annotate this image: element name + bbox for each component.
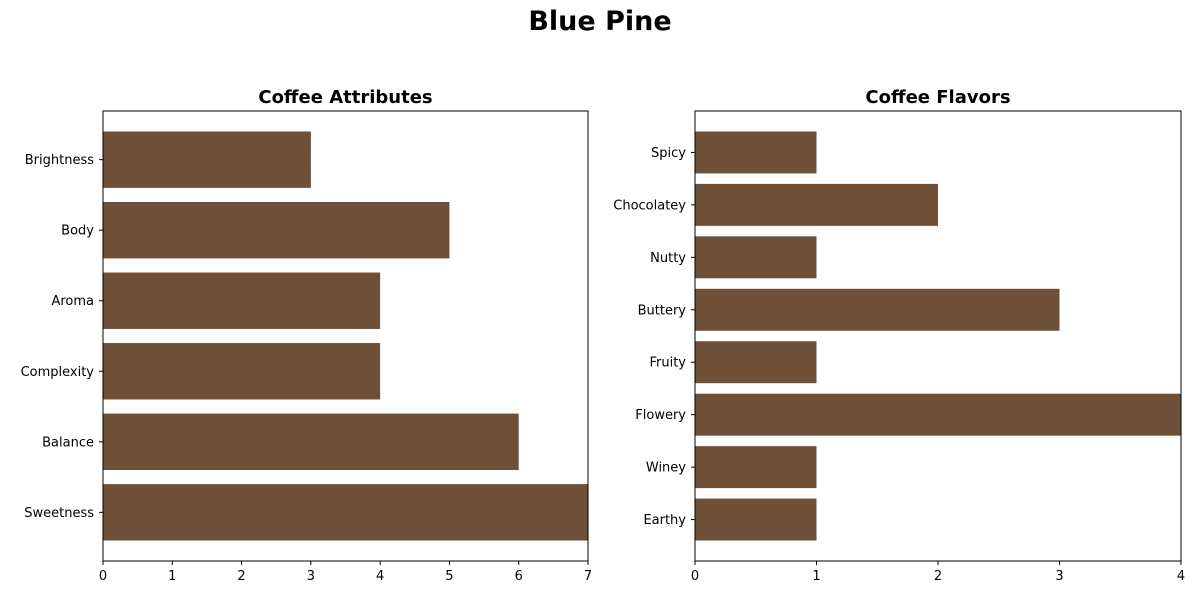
x-tick-label: 4 — [1177, 569, 1185, 584]
x-tick-label: 1 — [812, 569, 820, 584]
y-tick-label: Body — [61, 224, 94, 239]
bar-flowery — [695, 393, 1181, 436]
bar-winey — [695, 446, 817, 489]
x-tick-label: 4 — [376, 569, 384, 584]
bar-nutty — [695, 236, 817, 279]
chart-title: Coffee Attributes — [258, 87, 432, 108]
y-tick-label: Spicy — [651, 146, 686, 161]
y-tick-label: Brightness — [25, 153, 94, 168]
figure-title: Blue Pine — [528, 6, 672, 37]
y-tick-label: Earthy — [643, 513, 686, 528]
y-tick-label: Nutty — [650, 251, 686, 266]
x-tick-label: 6 — [515, 569, 523, 584]
y-tick-label: Buttery — [638, 303, 687, 318]
x-tick-label: 5 — [445, 569, 453, 584]
x-tick-label: 1 — [168, 569, 176, 584]
chart-title: Coffee Flavors — [865, 87, 1010, 108]
bar-buttery — [695, 288, 1060, 331]
bar-fruity — [695, 341, 817, 384]
y-tick-label: Fruity — [649, 356, 686, 371]
bar-brightness — [103, 131, 311, 188]
plot-frame — [694, 110, 1182, 562]
y-tick-label: Winey — [646, 461, 686, 476]
coffee-attributes-chart: Coffee Attributes Sweetness Balance Complex… — [21, 87, 593, 584]
x-tick-label: 2 — [934, 569, 942, 584]
bar-earthy — [695, 498, 817, 541]
coffee-flavors-chart: Coffee Flavors Earthy Winey Flowery Fruity Bu… — [613, 87, 1185, 584]
bar-balance — [103, 413, 519, 471]
bar-spicy — [695, 131, 817, 174]
x-tick-label: 3 — [307, 569, 315, 584]
bar-aroma — [103, 272, 381, 329]
bar-sweetness — [103, 484, 588, 541]
y-tick-label: Flowery — [635, 408, 686, 423]
x-tick-label: 2 — [237, 569, 245, 584]
x-tick-label: 7 — [584, 569, 592, 584]
bar-chocolatey — [695, 183, 938, 226]
x-tick-label: 0 — [99, 569, 107, 584]
bar-complexity — [103, 343, 381, 400]
plot-frame — [102, 110, 589, 562]
y-tick-label: Aroma — [51, 294, 94, 309]
y-tick-label: Chocolatey — [613, 198, 686, 213]
x-tick-label: 3 — [1055, 569, 1063, 584]
x-tick-label: 0 — [691, 569, 699, 584]
bar-body — [103, 201, 450, 259]
y-tick-label: Sweetness — [24, 506, 94, 521]
y-tick-label: Balance — [42, 435, 94, 450]
y-tick-label: Complexity — [21, 365, 95, 380]
